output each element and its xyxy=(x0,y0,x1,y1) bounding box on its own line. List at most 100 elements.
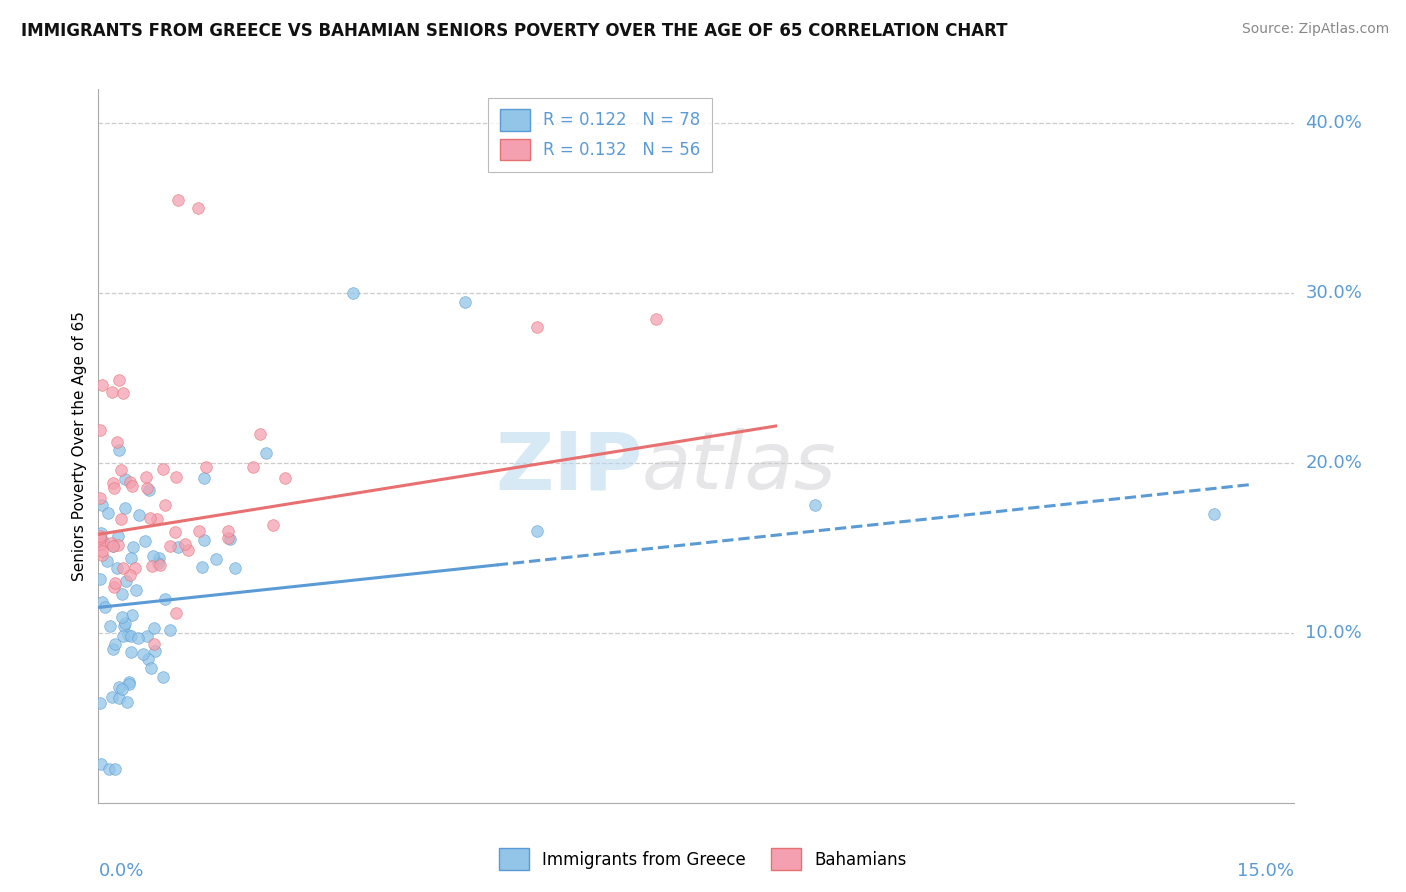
Point xyxy=(121,607,143,622)
Point xyxy=(96,554,118,568)
Text: Source: ZipAtlas.com: Source: ZipAtlas.com xyxy=(1241,22,1389,37)
Point xyxy=(1202,507,1225,521)
Text: 30.0%: 30.0% xyxy=(1305,284,1362,302)
Point xyxy=(121,479,143,493)
Point xyxy=(120,568,142,582)
Point xyxy=(120,629,142,643)
Point xyxy=(254,446,277,460)
Point xyxy=(91,533,114,548)
Point xyxy=(224,560,246,574)
Point xyxy=(159,624,181,638)
Point xyxy=(103,482,125,496)
Point xyxy=(193,533,215,547)
Point xyxy=(262,518,284,533)
Point xyxy=(146,511,169,525)
Y-axis label: Seniors Poverty Over the Age of 65: Seniors Poverty Over the Age of 65 xyxy=(72,311,87,581)
Point xyxy=(135,629,157,643)
Text: 20.0%: 20.0% xyxy=(1305,454,1362,472)
Text: ZIP: ZIP xyxy=(495,428,643,507)
Point xyxy=(526,524,548,538)
Point xyxy=(218,532,240,546)
Point xyxy=(89,572,111,586)
Point xyxy=(139,511,162,525)
Point xyxy=(177,543,200,558)
Text: 15.0%: 15.0% xyxy=(1236,863,1294,880)
Point xyxy=(167,193,190,207)
Point xyxy=(454,294,477,309)
Point xyxy=(217,524,239,539)
Point xyxy=(149,558,172,573)
Point xyxy=(120,645,142,659)
Point xyxy=(118,475,141,490)
Point xyxy=(141,558,163,573)
Point xyxy=(134,533,156,548)
Legend: Immigrants from Greece, Bahamians: Immigrants from Greece, Bahamians xyxy=(492,842,914,877)
Point xyxy=(90,757,112,772)
Point xyxy=(114,500,136,515)
Point xyxy=(165,469,187,483)
Point xyxy=(120,551,142,566)
Point xyxy=(249,427,271,442)
Point xyxy=(152,670,174,684)
Point xyxy=(204,552,226,566)
Point xyxy=(188,524,211,539)
Point xyxy=(115,574,138,588)
Point xyxy=(103,539,125,553)
Point xyxy=(104,762,127,776)
Point xyxy=(97,506,120,520)
Point xyxy=(111,586,134,600)
Point xyxy=(804,499,827,513)
Point xyxy=(110,463,132,477)
Point xyxy=(138,483,160,497)
Point xyxy=(143,622,166,636)
Point xyxy=(98,619,121,633)
Point xyxy=(194,459,217,474)
Point xyxy=(139,661,162,675)
Text: IMMIGRANTS FROM GREECE VS BAHAMIAN SENIORS POVERTY OVER THE AGE OF 65 CORRELATIO: IMMIGRANTS FROM GREECE VS BAHAMIAN SENIO… xyxy=(21,22,1008,40)
Point xyxy=(107,529,129,543)
Point xyxy=(124,583,146,598)
Point xyxy=(108,690,131,705)
Point xyxy=(118,677,141,691)
Point xyxy=(89,537,111,551)
Point xyxy=(107,680,129,694)
Point xyxy=(159,539,181,553)
Point xyxy=(111,629,134,643)
Point xyxy=(89,531,111,545)
Point xyxy=(111,609,134,624)
Point xyxy=(273,471,295,485)
Point xyxy=(165,606,187,620)
Point xyxy=(105,435,128,450)
Point xyxy=(110,512,132,526)
Point xyxy=(90,595,112,609)
Point xyxy=(128,508,150,522)
Point xyxy=(100,536,122,550)
Point xyxy=(122,540,145,554)
Point xyxy=(101,539,124,553)
Point xyxy=(142,549,165,564)
Point xyxy=(90,378,112,392)
Point xyxy=(153,498,176,512)
Point xyxy=(111,682,134,697)
Point xyxy=(101,690,124,704)
Point xyxy=(112,560,135,574)
Point xyxy=(101,641,124,656)
Point xyxy=(153,592,176,607)
Point xyxy=(101,475,124,490)
Point xyxy=(217,531,239,545)
Point xyxy=(242,460,264,475)
Point xyxy=(152,461,174,475)
Point xyxy=(127,631,149,645)
Point xyxy=(135,469,157,483)
Point xyxy=(143,644,166,658)
Point xyxy=(115,695,138,709)
Point xyxy=(89,424,111,438)
Point xyxy=(146,557,169,571)
Point xyxy=(91,544,114,558)
Point xyxy=(142,637,165,651)
Point xyxy=(91,548,114,562)
Point xyxy=(101,384,124,399)
Point xyxy=(112,619,135,633)
Text: atlas: atlas xyxy=(643,428,837,507)
Point xyxy=(174,537,197,551)
